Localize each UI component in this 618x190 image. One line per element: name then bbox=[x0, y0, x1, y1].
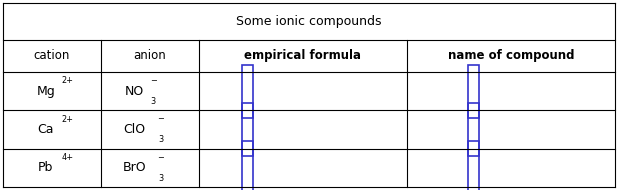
Text: Mg: Mg bbox=[36, 85, 55, 98]
Text: NO: NO bbox=[125, 85, 144, 98]
Text: 3: 3 bbox=[150, 97, 156, 106]
Text: 3: 3 bbox=[158, 174, 163, 183]
Text: 4+: 4+ bbox=[61, 153, 74, 162]
Text: 2+: 2+ bbox=[61, 76, 74, 85]
Text: cation: cation bbox=[34, 49, 70, 62]
Bar bbox=[242, 65, 253, 118]
Text: 3: 3 bbox=[158, 135, 163, 144]
Text: −: − bbox=[157, 115, 164, 124]
Text: Some ionic compounds: Some ionic compounds bbox=[236, 15, 382, 28]
Bar bbox=[468, 65, 480, 118]
Text: ClO: ClO bbox=[124, 123, 146, 136]
Text: Ca: Ca bbox=[38, 123, 54, 136]
Text: −: − bbox=[150, 76, 156, 85]
Text: name of compound: name of compound bbox=[447, 49, 574, 62]
Bar bbox=[468, 141, 480, 190]
Bar bbox=[242, 103, 253, 156]
Text: anion: anion bbox=[133, 49, 166, 62]
Bar bbox=[242, 141, 253, 190]
Text: empirical formula: empirical formula bbox=[244, 49, 362, 62]
Text: 2+: 2+ bbox=[61, 115, 74, 124]
Bar bbox=[468, 103, 480, 156]
Text: BrO: BrO bbox=[122, 161, 146, 174]
Text: Pb: Pb bbox=[38, 161, 54, 174]
Text: −: − bbox=[157, 153, 164, 162]
